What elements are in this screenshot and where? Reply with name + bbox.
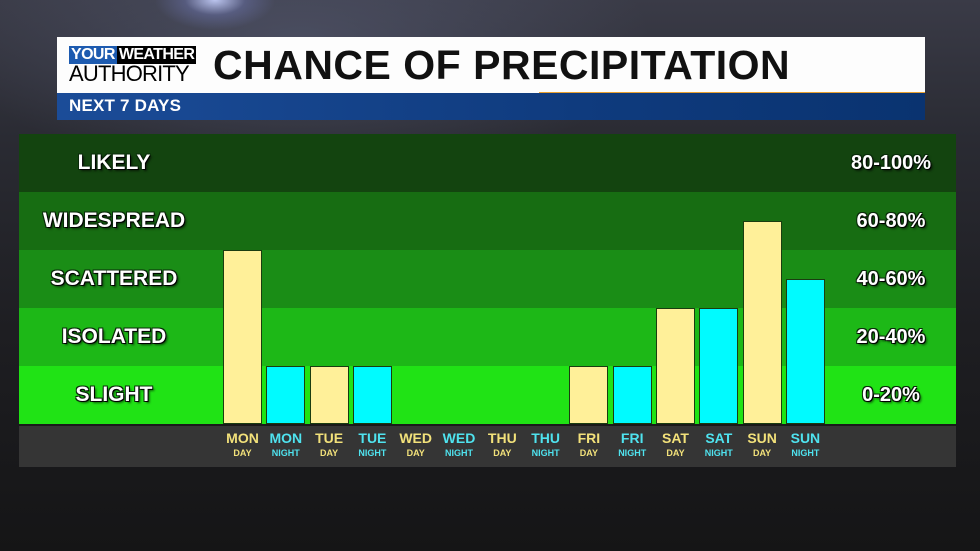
x-label-tue-day: TUE DAY <box>308 430 351 459</box>
logo-authority-text: AUTHORITY <box>69 61 190 86</box>
header-title-bar: YOUR WEATHER AUTHORITY CHANCE OF PRECIPI… <box>57 37 925 93</box>
station-logo: YOUR WEATHER AUTHORITY <box>69 46 197 86</box>
x-label-period: NIGHT <box>531 448 560 458</box>
x-label-sun-day: SUN DAY <box>741 430 784 459</box>
band-range: 20-40% <box>856 326 926 348</box>
x-label-period: NIGHT <box>445 448 473 458</box>
band-widespread: WIDESPREAD 60-80% <box>19 192 956 250</box>
x-label-mon-day: MON DAY <box>221 430 264 459</box>
band-likely: LIKELY 80-100% <box>19 134 956 192</box>
x-label-day: WED <box>442 430 476 446</box>
bar-tue-night <box>352 366 392 424</box>
bar-fri-night <box>612 366 652 424</box>
header-banner: YOUR WEATHER AUTHORITY CHANCE OF PRECIPI… <box>57 37 925 120</box>
bar-sat-night <box>699 308 739 424</box>
bar-sun-night <box>785 279 825 424</box>
logo-your-text: YOUR <box>69 46 117 64</box>
band-label: LIKELY <box>77 151 151 174</box>
band-range: 80-100% <box>850 152 932 174</box>
x-label-day: SUN <box>790 430 821 446</box>
page-title: CHANCE OF PRECIPITATION <box>213 42 791 88</box>
x-label-sun-night: SUN NIGHT <box>784 430 827 459</box>
x-label-period: DAY <box>320 448 339 458</box>
x-label-period: DAY <box>233 448 252 458</box>
x-label-day: SAT <box>705 430 733 446</box>
x-label-sat-night: SAT NIGHT <box>697 430 740 459</box>
x-label-fri-day: FRI DAY <box>567 430 610 459</box>
bar-mon-day <box>223 250 262 424</box>
band-range: 60-80% <box>856 210 926 232</box>
x-label-period: NIGHT <box>271 448 300 458</box>
x-label-wed-night: WED NIGHT <box>438 430 481 459</box>
x-label-period: DAY <box>666 448 685 458</box>
x-label-day: FRI <box>620 430 644 446</box>
bar-fri-day <box>569 366 609 424</box>
band-label: WIDESPREAD <box>42 209 186 232</box>
bar-area <box>223 134 843 424</box>
x-label-day: TUE <box>358 430 387 446</box>
x-axis-labels: MON DAY MON NIGHT TUE DAY TUE NIGHT WED DAY WED NIG… <box>19 424 956 467</box>
x-label-period: NIGHT <box>791 448 820 458</box>
x-label-day: SAT <box>662 430 689 446</box>
x-label-period: NIGHT <box>704 448 733 458</box>
band-label: SCATTERED <box>50 267 178 290</box>
x-label-thu-night: THU NIGHT <box>524 430 567 459</box>
bar-sun-day <box>742 221 782 424</box>
logo-weather-text: WEATHER <box>116 46 197 64</box>
x-label-sat-day: SAT DAY <box>654 430 697 459</box>
x-label-day: FRI <box>577 430 601 446</box>
band-range: 0-20% <box>862 384 920 406</box>
x-label-period: DAY <box>753 448 772 458</box>
band-range: 40-60% <box>856 268 926 290</box>
x-label-period: DAY <box>493 448 512 458</box>
x-label-period: DAY <box>406 448 425 458</box>
x-label-day: WED <box>399 430 433 446</box>
precipitation-chart: LIKELY 80-100% WIDESPREAD 60-80% SCATTERED 40… <box>19 134 956 467</box>
x-label-thu-day: THU DAY <box>481 430 524 459</box>
x-label-day: MON <box>226 430 259 446</box>
x-label-day: TUE <box>315 430 344 446</box>
band-scattered: SCATTERED 40-60% <box>19 250 956 308</box>
bar-tue-day <box>309 366 349 424</box>
band-label: ISOLATED <box>61 325 167 348</box>
x-label-period: NIGHT <box>358 448 387 458</box>
x-label-day: MON <box>269 430 303 446</box>
x-label-period: NIGHT <box>618 448 647 458</box>
page-subtitle: NEXT 7 DAYS <box>69 96 182 115</box>
x-label-day: THU <box>487 430 517 446</box>
band-label: SLIGHT <box>75 383 153 406</box>
x-label-day: THU <box>531 430 560 446</box>
subtitle-bar <box>57 93 925 120</box>
bar-sat-day <box>656 308 695 424</box>
x-label-wed-day: WED DAY <box>394 430 437 459</box>
x-label-period: DAY <box>579 448 598 458</box>
x-label-tue-night: TUE NIGHT <box>351 430 394 459</box>
x-label-fri-night: FRI NIGHT <box>611 430 654 459</box>
x-label-day: SUN <box>747 430 777 446</box>
x-label-mon-night: MON NIGHT <box>264 430 307 459</box>
bar-mon-night <box>266 366 306 424</box>
